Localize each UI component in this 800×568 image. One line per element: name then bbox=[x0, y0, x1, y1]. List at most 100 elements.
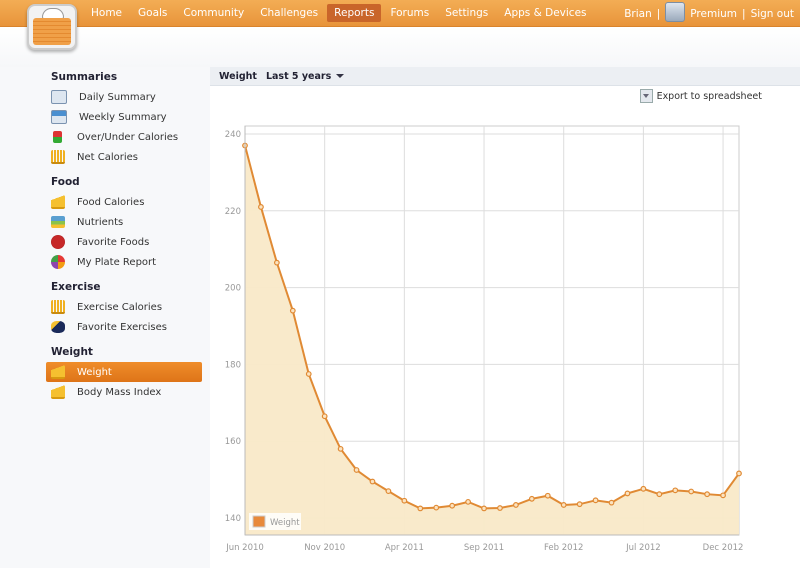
sidebar-item-over-under-calories[interactable]: Over/Under Calories bbox=[46, 127, 202, 147]
data-point bbox=[640, 485, 647, 492]
sidebar-item-label: Food Calories bbox=[77, 196, 145, 208]
data-point bbox=[528, 495, 535, 502]
data-point bbox=[560, 502, 567, 508]
x-tick-label: Sep 2011 bbox=[464, 543, 504, 553]
x-tick-label: Apr 2011 bbox=[385, 543, 424, 553]
reports-sidebar: Summaries Daily Summary Weekly Summary Over… bbox=[46, 66, 202, 406]
sidebar-item-weight[interactable]: Weight bbox=[46, 362, 202, 382]
x-tick-label: Jul 2012 bbox=[625, 543, 661, 553]
up-down-arrows-icon bbox=[53, 131, 62, 143]
section-heading: Weight bbox=[51, 346, 93, 358]
nav-settings[interactable]: Settings bbox=[445, 7, 489, 19]
username-link[interactable]: Brian bbox=[624, 8, 652, 20]
user-menu: Brian | Premium | Sign out bbox=[624, 2, 794, 22]
data-point bbox=[433, 504, 440, 511]
download-icon bbox=[639, 89, 653, 103]
data-point bbox=[497, 505, 503, 511]
y-tick-label: 140 bbox=[225, 514, 241, 524]
nav-forums[interactable]: Forums bbox=[390, 7, 430, 19]
premium-link[interactable]: Premium bbox=[690, 8, 738, 20]
y-tick-label: 180 bbox=[225, 360, 241, 370]
scale-logo-icon[interactable] bbox=[27, 4, 77, 50]
sidebar-item-label: Over/Under Calories bbox=[77, 131, 179, 143]
sidebar-item-label: My Plate Report bbox=[77, 256, 157, 268]
report-title: Weight bbox=[219, 70, 257, 82]
sidebar-item-label: Daily Summary bbox=[79, 91, 156, 103]
weight-area bbox=[245, 145, 739, 535]
legend-label: Weight bbox=[270, 518, 300, 528]
area-chart-icon bbox=[51, 365, 65, 379]
nav-goals[interactable]: Goals bbox=[138, 7, 168, 19]
y-tick-label: 220 bbox=[225, 207, 241, 217]
report-toolbar: Weight Last 5 years bbox=[210, 67, 800, 86]
y-tick-label: 160 bbox=[225, 437, 241, 447]
nav-reports[interactable]: Reports bbox=[327, 4, 382, 22]
calendar-day-icon bbox=[51, 90, 67, 104]
sidebar-item-label: Weight bbox=[77, 366, 112, 378]
data-point bbox=[592, 497, 599, 504]
data-point bbox=[624, 490, 631, 497]
section-heading: Exercise bbox=[51, 281, 101, 293]
data-point bbox=[385, 488, 392, 495]
y-tick-label: 200 bbox=[225, 284, 241, 294]
data-point bbox=[449, 502, 456, 509]
nav-community[interactable]: Community bbox=[183, 7, 245, 19]
sidebar-item-nutrients[interactable]: Nutrients bbox=[46, 212, 202, 232]
separator: | bbox=[742, 8, 746, 20]
export-label: Export to spreadsheet bbox=[656, 90, 762, 102]
sidebar-item-body-mass-index[interactable]: Body Mass Index bbox=[46, 382, 202, 402]
range-value: Last 5 years bbox=[265, 70, 332, 82]
apple-star-icon bbox=[51, 235, 65, 249]
data-point bbox=[273, 259, 280, 266]
runner-star-icon bbox=[51, 321, 65, 333]
x-tick-label: Nov 2010 bbox=[304, 543, 345, 553]
data-point bbox=[688, 488, 695, 495]
sidebar-item-my-plate-report[interactable]: My Plate Report bbox=[46, 252, 202, 272]
sign-out-link[interactable]: Sign out bbox=[750, 8, 794, 20]
sidebar-item-label: Nutrients bbox=[77, 216, 124, 228]
sidebar-item-food-calories[interactable]: Food Calories bbox=[46, 192, 202, 212]
data-point bbox=[305, 371, 312, 377]
nav-apps-devices[interactable]: Apps & Devices bbox=[504, 7, 587, 19]
legend-swatch bbox=[252, 515, 266, 528]
sidebar-item-label: Body Mass Index bbox=[77, 386, 162, 398]
data-point bbox=[353, 467, 360, 473]
data-point bbox=[289, 307, 296, 314]
data-point bbox=[576, 501, 583, 508]
data-point bbox=[736, 470, 742, 477]
sidebar-item-label: Exercise Calories bbox=[77, 301, 163, 313]
sidebar-item-daily-summary[interactable]: Daily Summary bbox=[46, 87, 202, 107]
x-tick-label: Feb 2012 bbox=[544, 543, 583, 553]
plate-pie-icon bbox=[51, 255, 65, 269]
data-point bbox=[337, 445, 344, 452]
data-point bbox=[417, 505, 424, 512]
x-tick-label: Jun 2010 bbox=[225, 543, 264, 553]
sidebar-item-weekly-summary[interactable]: Weekly Summary bbox=[46, 107, 202, 127]
header-band bbox=[0, 27, 800, 67]
sidebar-item-exercise-calories[interactable]: Exercise Calories bbox=[46, 297, 202, 317]
stacked-chart-icon bbox=[51, 216, 65, 228]
y-tick-label: 240 bbox=[225, 130, 241, 140]
data-point bbox=[720, 492, 726, 499]
sidebar-item-favorite-exercises[interactable]: Favorite Exercises bbox=[46, 317, 202, 337]
nav-challenges[interactable]: Challenges bbox=[260, 7, 319, 19]
range-dropdown[interactable]: Last 5 years bbox=[265, 70, 345, 82]
data-point bbox=[401, 497, 408, 504]
data-point bbox=[608, 499, 615, 506]
bar-chart-icon bbox=[51, 300, 65, 314]
data-point bbox=[544, 492, 551, 499]
sidebar-item-net-calories[interactable]: Net Calories bbox=[46, 147, 202, 167]
caret-down-icon bbox=[336, 74, 345, 78]
data-point bbox=[704, 491, 711, 498]
area-chart-icon bbox=[51, 385, 65, 399]
separator: | bbox=[656, 8, 661, 20]
bar-chart-icon bbox=[51, 150, 65, 164]
sidebar-item-label: Favorite Exercises bbox=[77, 321, 167, 333]
sidebar-item-favorite-foods[interactable]: Favorite Foods bbox=[46, 232, 202, 252]
top-nav-bar: Home Goals Community Challenges Reports Forum… bbox=[0, 0, 800, 27]
nav-home[interactable]: Home bbox=[91, 7, 123, 19]
data-point bbox=[321, 413, 328, 420]
data-point bbox=[672, 487, 679, 494]
export-button[interactable]: Export to spreadsheet bbox=[639, 89, 762, 103]
